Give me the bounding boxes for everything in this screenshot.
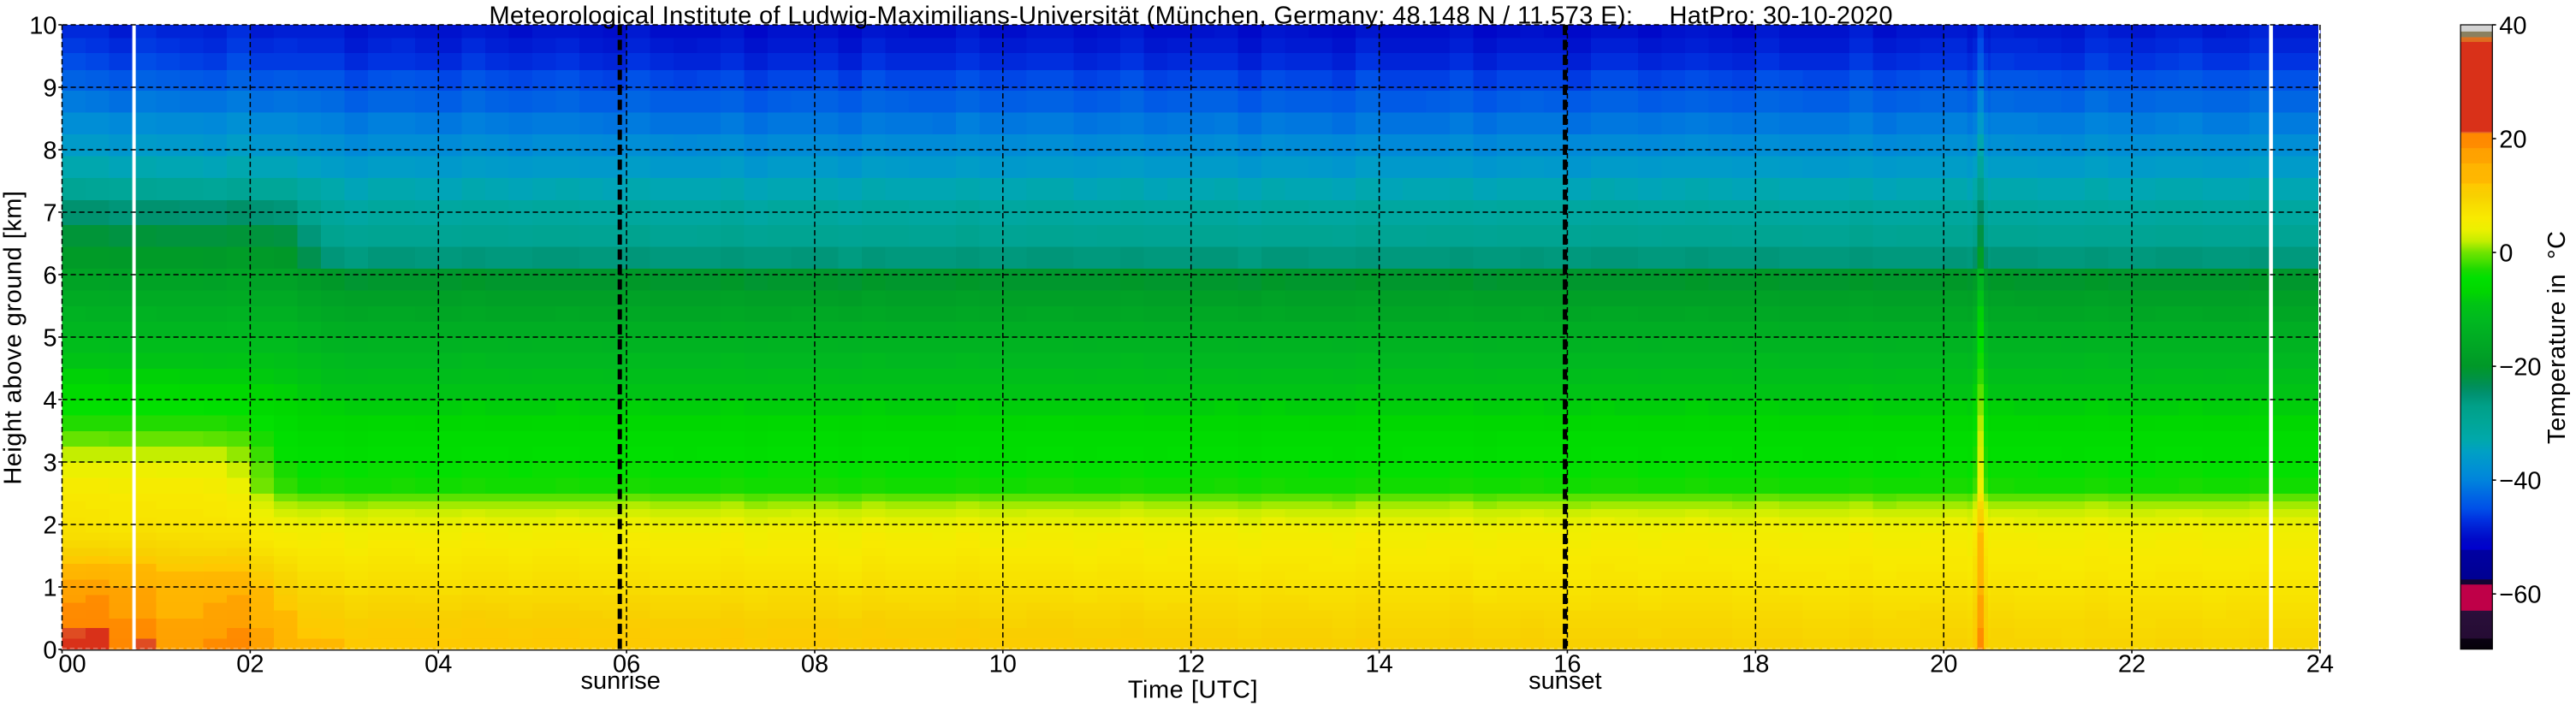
- svg-text:Temperature in °C: Temperature in °C: [2543, 231, 2571, 444]
- svg-text:0: 0: [43, 637, 56, 665]
- svg-text:02: 02: [236, 650, 264, 678]
- svg-text:12: 12: [1178, 650, 1205, 678]
- svg-text:20: 20: [2499, 127, 2526, 154]
- svg-text:8: 8: [43, 138, 56, 165]
- svg-text:10: 10: [29, 13, 56, 40]
- svg-text:14: 14: [1365, 650, 1392, 678]
- svg-text:Height above ground [km]: Height above ground [km]: [0, 191, 27, 485]
- svg-text:20: 20: [1930, 650, 1957, 678]
- svg-text:22: 22: [2118, 650, 2146, 678]
- svg-text:sunset: sunset: [1528, 667, 1601, 695]
- svg-text:Meteorological Institute of Lu: Meteorological Institute of Ludwig-Maxim…: [490, 2, 1893, 29]
- svg-text:4: 4: [43, 388, 56, 415]
- svg-text:7: 7: [43, 200, 56, 228]
- svg-text:Time [UTC]: Time [UTC]: [1128, 677, 1258, 704]
- svg-text:10: 10: [989, 650, 1017, 678]
- svg-text:−20: −20: [2499, 354, 2541, 382]
- svg-text:6: 6: [43, 263, 56, 290]
- svg-text:2: 2: [43, 512, 56, 540]
- svg-text:18: 18: [1742, 650, 1769, 678]
- svg-text:08: 08: [801, 650, 828, 678]
- svg-text:1: 1: [43, 575, 56, 602]
- svg-text:24: 24: [2306, 650, 2334, 678]
- svg-text:sunrise: sunrise: [580, 667, 661, 695]
- svg-text:−60: −60: [2499, 582, 2541, 609]
- svg-text:40: 40: [2499, 13, 2526, 40]
- svg-text:04: 04: [424, 650, 452, 678]
- svg-text:−40: −40: [2499, 468, 2541, 495]
- svg-text:00: 00: [58, 650, 86, 678]
- svg-text:9: 9: [43, 75, 56, 103]
- svg-text:0: 0: [2499, 240, 2513, 268]
- svg-text:06: 06: [613, 650, 640, 678]
- svg-text:16: 16: [1553, 650, 1581, 678]
- svg-text:3: 3: [43, 450, 56, 477]
- svg-text:5: 5: [43, 325, 56, 352]
